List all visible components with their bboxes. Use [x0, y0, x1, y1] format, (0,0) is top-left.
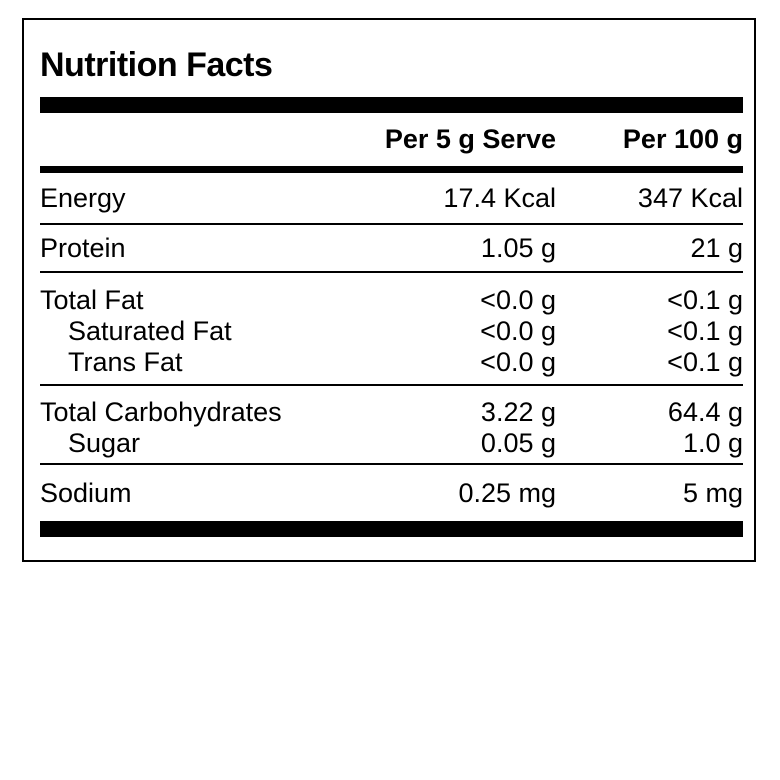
nutrition-facts-label: Nutrition Facts Per 5 g Serve Per 100 g … — [22, 18, 756, 562]
per-serve-value: 1.05 g — [480, 233, 556, 263]
per-serve-value: 0.05 g — [480, 428, 556, 458]
nutrient-group-carbohydrates: Total Carbohydrates 3.22 g 64.4 g Sugar … — [40, 386, 743, 465]
nutrient-row-sugar: Sugar 0.05 g 1.0 g — [40, 428, 743, 459]
nutrient-name: Sodium — [40, 478, 132, 508]
label-title: Nutrition Facts — [40, 46, 273, 84]
nutrient-row-energy: Energy 17.4 Kcal 347 Kcal — [40, 183, 743, 214]
column-header-per-100g: Per 100 g — [622, 124, 743, 154]
per-100g-value: 5 mg — [682, 478, 743, 508]
per-100g-value: 1.0 g — [682, 428, 743, 458]
nutrient-row-protein: Protein 1.05 g 21 g — [40, 233, 743, 264]
per-100g-value: <0.1 g — [667, 316, 743, 346]
per-serve-value: 0.25 mg — [458, 478, 556, 508]
per-serve-value: 17.4 Kcal — [443, 183, 556, 213]
nutrient-name: Sugar — [68, 428, 141, 458]
column-header-per-serve: Per 5 g Serve — [384, 124, 556, 154]
per-serve-value: 3.22 g — [480, 397, 556, 427]
nutrient-name: Trans Fat — [68, 347, 183, 377]
nutrient-group-protein: Protein 1.05 g 21 g — [40, 225, 743, 273]
nutrient-name: Saturated Fat — [68, 316, 232, 346]
nutrient-name: Energy — [40, 183, 126, 213]
divider-medium-header — [40, 166, 743, 173]
divider-thick-bottom — [40, 521, 743, 537]
per-serve-value: <0.0 g — [480, 285, 556, 315]
per-100g-value: 64.4 g — [667, 397, 743, 427]
nutrient-group-fat: Total Fat <0.0 g <0.1 g Saturated Fat <0… — [40, 273, 743, 386]
divider-thick-top — [40, 97, 743, 113]
nutrient-name: Protein — [40, 233, 126, 263]
nutrient-group-energy: Energy 17.4 Kcal 347 Kcal — [40, 173, 743, 225]
nutrient-name: Total Carbohydrates — [40, 397, 282, 427]
nutrient-row-total-fat: Total Fat <0.0 g <0.1 g — [40, 285, 743, 316]
per-100g-value: <0.1 g — [667, 347, 743, 377]
nutrient-row-saturated-fat: Saturated Fat <0.0 g <0.1 g — [40, 316, 743, 347]
column-header-row: Per 5 g Serve Per 100 g — [40, 113, 743, 166]
nutrient-row-sodium: Sodium 0.25 mg 5 mg — [40, 478, 743, 509]
nutrient-row-total-carbohydrates: Total Carbohydrates 3.22 g 64.4 g — [40, 397, 743, 428]
per-100g-value: 21 g — [690, 233, 743, 263]
nutrient-row-trans-fat: Trans Fat <0.0 g <0.1 g — [40, 347, 743, 378]
per-serve-value: <0.0 g — [480, 347, 556, 377]
per-serve-value: <0.0 g — [480, 316, 556, 346]
nutrient-name: Total Fat — [40, 285, 144, 315]
per-100g-value: <0.1 g — [667, 285, 743, 315]
nutrient-group-sodium: Sodium 0.25 mg 5 mg — [40, 465, 743, 521]
per-100g-value: 347 Kcal — [637, 183, 743, 213]
